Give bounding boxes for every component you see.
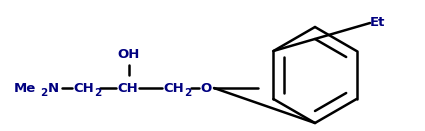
Text: CH: CH — [117, 81, 138, 94]
Text: 2: 2 — [184, 88, 191, 98]
Text: O: O — [200, 81, 211, 94]
Text: Me: Me — [14, 81, 36, 94]
Text: 2: 2 — [40, 88, 47, 98]
Text: 2: 2 — [94, 88, 101, 98]
Text: N: N — [48, 81, 59, 94]
Text: OH: OH — [117, 48, 139, 61]
Text: Et: Et — [370, 15, 385, 29]
Text: CH: CH — [73, 81, 94, 94]
Text: CH: CH — [163, 81, 184, 94]
